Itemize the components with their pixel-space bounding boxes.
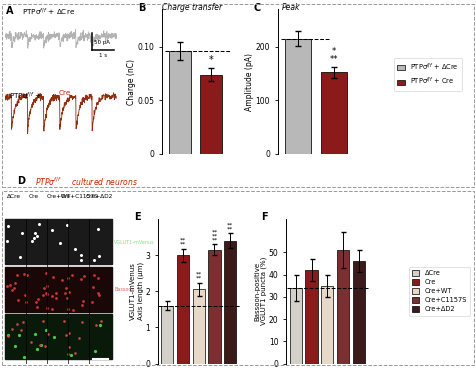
Bar xyxy=(306,270,317,364)
Bar xyxy=(321,286,333,364)
Text: **
**
**: ** ** ** xyxy=(211,229,218,242)
Y-axis label: Bassoon-positive
VGLUT1 puncta (%): Bassoon-positive VGLUT1 puncta (%) xyxy=(254,257,268,325)
Legend: PTPσ$^{f/f}$ + ΔCre, PTPσ$^{f/f}$ + Cre: PTPσ$^{f/f}$ + ΔCre, PTPσ$^{f/f}$ + Cre xyxy=(394,58,462,91)
Y-axis label: Charge (nC): Charge (nC) xyxy=(127,59,136,105)
Bar xyxy=(199,75,222,154)
Bar xyxy=(353,261,365,364)
Bar xyxy=(169,51,191,154)
Text: C: C xyxy=(254,3,261,13)
Text: Cre: Cre xyxy=(59,90,71,96)
Text: $\it{PTPσ}$$^{\it{f/f}}$: $\it{PTPσ}$$^{\it{f/f}}$ xyxy=(35,175,62,188)
Text: 50 pA: 50 pA xyxy=(94,40,110,45)
Text: **
**: ** ** xyxy=(227,222,233,231)
Bar xyxy=(5,314,112,359)
Bar xyxy=(321,72,347,154)
Text: B: B xyxy=(138,3,145,13)
Bar xyxy=(177,255,189,364)
Text: ΔCre: ΔCre xyxy=(7,194,21,199)
Text: Peak: Peak xyxy=(282,3,300,13)
Bar xyxy=(289,288,302,364)
Text: Cre+ΔD2: Cre+ΔD2 xyxy=(85,194,113,199)
Text: **
**: ** ** xyxy=(180,237,186,246)
Text: $\it{cultured\ neurons}$: $\it{cultured\ neurons}$ xyxy=(71,175,138,187)
Bar xyxy=(285,39,311,154)
Bar xyxy=(224,241,237,364)
Text: Bassoon: Bassoon xyxy=(114,287,135,292)
Text: D: D xyxy=(18,175,26,186)
Legend: ΔCre, Cre, Cre+WT, Cre+C1157S, Cre+ΔD2: ΔCre, Cre, Cre+WT, Cre+C1157S, Cre+ΔD2 xyxy=(409,267,470,316)
Text: Cre: Cre xyxy=(29,194,39,199)
Text: F: F xyxy=(261,212,268,222)
Text: *: * xyxy=(208,55,213,65)
Bar xyxy=(5,267,112,312)
Text: E: E xyxy=(134,212,141,222)
Text: *
**: * ** xyxy=(329,47,338,65)
Text: PTPσ$^{f/f}$ + ΔCre: PTPσ$^{f/f}$ + ΔCre xyxy=(21,6,75,18)
Text: PTPσ$^{f/f}$ +: PTPσ$^{f/f}$ + xyxy=(9,90,43,102)
Text: Merge: Merge xyxy=(114,335,129,340)
Text: Cre+WT: Cre+WT xyxy=(46,194,70,199)
Bar xyxy=(337,250,349,364)
Text: VGLUT1-mVenus: VGLUT1-mVenus xyxy=(114,240,155,244)
Y-axis label: Amplitude (pA): Amplitude (pA) xyxy=(245,53,254,111)
Bar xyxy=(161,306,173,364)
Text: A: A xyxy=(6,6,13,16)
Text: 1 s: 1 s xyxy=(99,53,107,58)
Y-axis label: VGLUT1-mVenus
Axis length (μm): VGLUT1-mVenus Axis length (μm) xyxy=(130,262,144,320)
Bar xyxy=(208,250,220,364)
Text: Cre+C1157S: Cre+C1157S xyxy=(61,194,99,199)
Bar xyxy=(5,219,112,264)
Text: Charge transfer: Charge transfer xyxy=(162,3,222,13)
Bar xyxy=(193,289,205,364)
Text: **
**: ** ** xyxy=(196,272,202,281)
